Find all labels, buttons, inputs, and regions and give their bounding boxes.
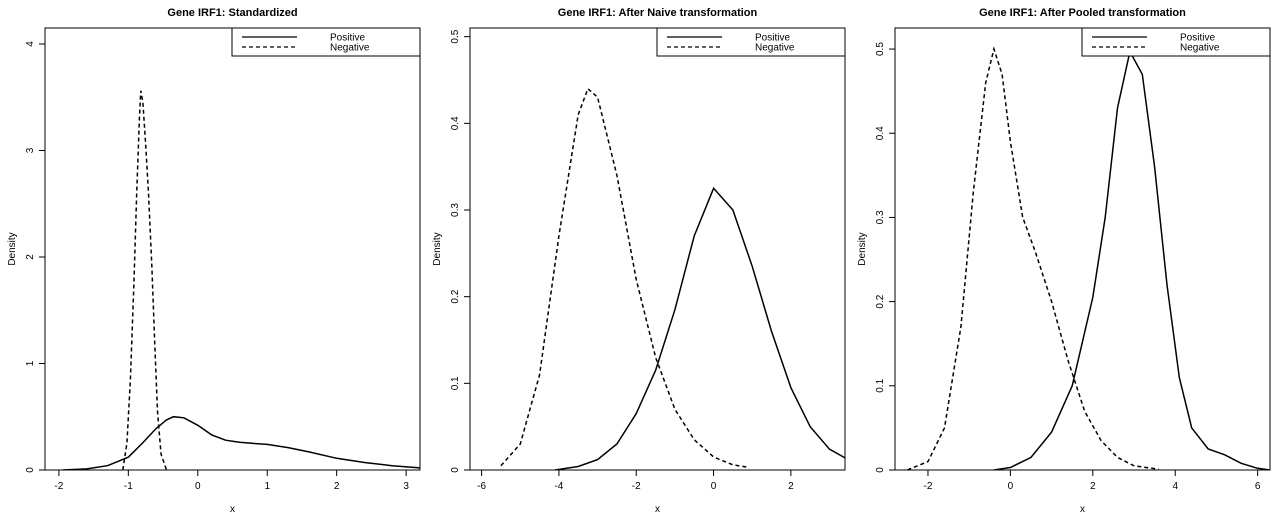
legend-label: Positive: [755, 33, 790, 44]
series-line-positive: [62, 415, 420, 470]
x-tick-label: 2: [334, 481, 340, 492]
plot-frame: [469, 27, 846, 471]
legend-label: Negative: [755, 43, 795, 54]
y-tick-label: 0.2: [450, 289, 461, 303]
x-tick-label: -2: [924, 481, 933, 492]
y-tick-label: 3: [25, 147, 36, 153]
legend-box: [656, 27, 846, 57]
series-line-positive: [554, 186, 845, 470]
y-axis-label: Density: [432, 232, 443, 265]
x-tick-label: 4: [1172, 481, 1178, 492]
y-tick-label: 2: [25, 254, 36, 260]
y-tick-label: 4: [25, 41, 36, 47]
x-tick-label: -2: [632, 481, 641, 492]
y-tick-label: 0: [875, 467, 886, 473]
y-tick-label: 0.2: [875, 294, 886, 308]
panel-3: Gene IRF1: After Pooled transformation -2…: [857, 7, 1271, 515]
y-tick-label: 0.1: [450, 376, 461, 390]
legend-box: [1081, 27, 1271, 57]
x-tick-label: -1: [124, 481, 133, 492]
chart-title: Gene IRF1: Standardized: [167, 7, 297, 19]
y-tick-label: 1: [25, 360, 36, 366]
y-tick-label: 0.4: [875, 126, 886, 140]
x-tick-label: -6: [477, 481, 486, 492]
plot-frame: [44, 27, 421, 471]
x-tick-label: 3: [403, 481, 409, 492]
series-line-positive: [993, 49, 1270, 470]
x-tick-label: 0: [195, 481, 201, 492]
y-tick-label: 0.3: [450, 203, 461, 217]
y-tick-label: 0.5: [450, 29, 461, 43]
x-tick-label: 0: [1008, 481, 1014, 492]
y-tick-label: 0.5: [875, 42, 886, 56]
x-tick-label: 6: [1255, 481, 1261, 492]
chart-title: Gene IRF1: After Pooled transformation: [979, 7, 1186, 19]
y-axis-label: Density: [857, 232, 868, 265]
y-tick-label: 0: [25, 467, 36, 473]
chart-title: Gene IRF1: After Naive transformation: [558, 7, 758, 19]
legend-label: Positive: [330, 33, 365, 44]
x-tick-label: -4: [554, 481, 563, 492]
plot-frame: [894, 27, 1271, 471]
legend-label: Negative: [330, 43, 370, 54]
x-axis-label: x: [655, 504, 660, 515]
x-tick-label: -2: [54, 481, 63, 492]
x-tick-label: 2: [1090, 481, 1096, 492]
x-axis-label: x: [1080, 504, 1085, 515]
y-tick-label: 0.4: [450, 116, 461, 130]
panel-1: Gene IRF1: Standardized -2 -1 0 1 2 3 0 1 2 3 4 x Den…: [7, 7, 421, 515]
x-tick-label: 2: [788, 481, 794, 492]
y-tick-label: 0: [450, 467, 461, 473]
series-line-negative: [907, 46, 1159, 470]
x-axis-label: x: [230, 504, 235, 515]
y-tick-label: 0.1: [875, 378, 886, 392]
series-line-negative: [500, 87, 749, 469]
y-axis-label: Density: [7, 232, 18, 265]
y-tick-label: 0.3: [875, 210, 886, 224]
x-tick-label: 1: [264, 481, 270, 492]
legend-label: Negative: [1180, 43, 1220, 54]
series-line-negative: [122, 90, 168, 470]
panel-2: Gene IRF1: After Naive transformation -6 -…: [432, 7, 846, 515]
legend-box: [231, 27, 421, 57]
x-tick-label: 0: [711, 481, 717, 492]
legend-label: Positive: [1180, 33, 1215, 44]
